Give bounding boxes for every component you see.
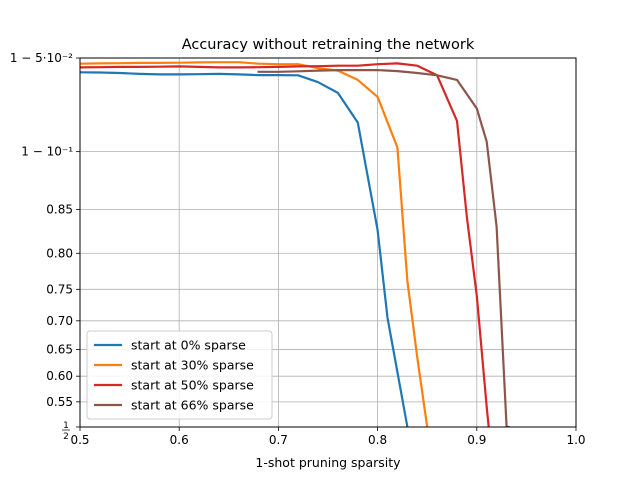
y-tick-label: 0.60 bbox=[46, 369, 73, 383]
plot-frame bbox=[79, 57, 577, 428]
legend-label: start at 30% sparse bbox=[131, 358, 254, 373]
legend-label: start at 50% sparse bbox=[131, 378, 254, 393]
svg-text:2: 2 bbox=[63, 432, 69, 442]
axis-ticks: 0.5 0.6 0.7 0.8 0.9 1.0 12 0.55 0.60 0.65 0.70 0.75… bbox=[10, 51, 586, 447]
legend-item: start at 50% sparse bbox=[94, 378, 254, 393]
y-tick-label: 0.55 bbox=[46, 395, 73, 409]
series-line-start-at-30-sparse bbox=[80, 61, 429, 427]
x-axis-label: 1-shot pruning sparsity bbox=[255, 455, 401, 470]
legend-label: start at 66% sparse bbox=[131, 398, 254, 413]
x-tick-label: 0.6 bbox=[170, 433, 189, 447]
series-line-start-at-50-sparse bbox=[80, 62, 490, 427]
series-line-start-at-0-sparse bbox=[80, 71, 409, 427]
x-tick-label: 0.9 bbox=[467, 433, 486, 447]
x-tick-label: 0.5 bbox=[70, 433, 89, 447]
svg-text:1: 1 bbox=[63, 421, 69, 431]
chart-title: Accuracy without retraining the network bbox=[182, 37, 475, 53]
legend: start at 0% sparse start at 30% sparse sta… bbox=[86, 330, 273, 420]
legend-label: start at 0% sparse bbox=[131, 338, 246, 353]
legend-box bbox=[86, 330, 273, 420]
y-tick-label: 12 bbox=[62, 421, 70, 442]
y-tick-label: 0.65 bbox=[46, 342, 73, 356]
y-tick-label: 1 − 5·10⁻² bbox=[10, 51, 73, 65]
y-tick-label: 1 − 10⁻¹ bbox=[21, 145, 73, 159]
y-tick-label: 0.75 bbox=[46, 282, 73, 296]
series-lines bbox=[80, 61, 510, 427]
y-tick-label: 0.80 bbox=[46, 246, 73, 260]
legend-item: start at 0% sparse bbox=[94, 338, 246, 353]
x-tick-label: 0.7 bbox=[269, 433, 288, 447]
legend-item: start at 66% sparse bbox=[94, 398, 254, 413]
y-tick-label: 0.70 bbox=[46, 314, 73, 328]
x-tick-label: 0.8 bbox=[368, 433, 387, 447]
series-line-start-at-66-sparse bbox=[257, 68, 510, 427]
legend-item: start at 30% sparse bbox=[94, 358, 254, 373]
x-tick-label: 1.0 bbox=[566, 433, 585, 447]
y-tick-label: 0.85 bbox=[46, 203, 73, 217]
